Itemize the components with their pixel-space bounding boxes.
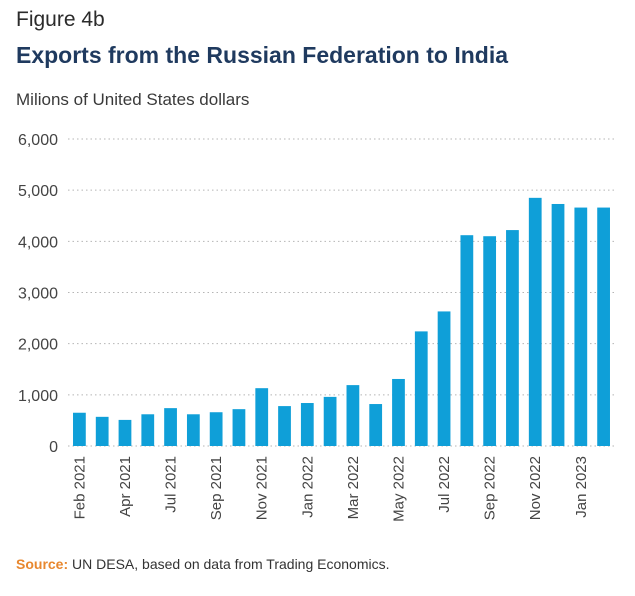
- bar: [460, 235, 474, 446]
- y-tick-label: 4,000: [18, 234, 58, 251]
- bar: [597, 207, 610, 446]
- bar: [141, 414, 155, 446]
- source-label: Source:: [16, 556, 69, 572]
- bar: [574, 207, 588, 446]
- x-tick-label: Jul 2022: [436, 456, 453, 513]
- bar: [209, 412, 223, 446]
- x-tick-label: Nov 2021: [254, 456, 271, 520]
- x-tick-label: Nov 2022: [527, 456, 544, 520]
- figure-label: Figure 4b: [16, 8, 105, 31]
- bar: [73, 412, 86, 446]
- bar: [369, 404, 383, 446]
- bar: [483, 236, 497, 446]
- x-tick-label: Sep 2021: [208, 456, 225, 520]
- source-text: UN DESA, based on data from Trading Econ…: [68, 556, 390, 572]
- x-axis-ticks: Feb 2021 Apr 2021 Jul 2021 Sep 2021 Nov 2021…: [71, 456, 589, 522]
- bar: [323, 396, 337, 446]
- bar: [232, 409, 246, 446]
- bar: [278, 406, 291, 446]
- bar: [118, 419, 132, 446]
- bars: [73, 197, 610, 446]
- y-tick-label: 0: [49, 439, 58, 456]
- x-tick-label: Feb 2021: [71, 456, 88, 519]
- y-tick-label: 1,000: [18, 388, 58, 405]
- y-axis-ticks: 0 1,000 2,000 3,000 4,000 5,000 6,000: [18, 132, 58, 456]
- y-tick-label: 5,000: [18, 183, 58, 200]
- bar: [300, 403, 314, 446]
- bar: [414, 331, 428, 446]
- bar-chart: 0 1,000 2,000 3,000 4,000 5,000 6,000 Feb 2021…: [18, 132, 615, 522]
- x-tick-label: Jul 2021: [163, 456, 180, 513]
- x-tick-label: Apr 2021: [117, 456, 134, 517]
- bar: [164, 408, 177, 446]
- x-tick-label: Jan 2023: [573, 456, 590, 518]
- bar: [95, 416, 109, 446]
- y-tick-label: 2,000: [18, 337, 58, 354]
- bar: [392, 378, 405, 446]
- bar: [346, 385, 360, 446]
- source-note: Source: UN DESA, based on data from Trad…: [16, 556, 390, 572]
- gridlines: [68, 138, 615, 447]
- bar: [255, 388, 269, 446]
- bar: [186, 414, 200, 446]
- x-tick-label: Mar 2022: [345, 456, 362, 519]
- unit-label: Milions of United States dollars: [16, 90, 250, 109]
- x-tick-label: May 2022: [390, 456, 407, 522]
- y-tick-label: 3,000: [18, 286, 58, 303]
- bar: [506, 230, 519, 446]
- bar: [437, 311, 451, 446]
- x-tick-label: Jan 2022: [299, 456, 316, 518]
- bar: [528, 197, 542, 446]
- bar: [551, 203, 565, 446]
- chart-title: Exports from the Russian Federation to I…: [16, 42, 509, 68]
- x-tick-label: Sep 2022: [482, 456, 499, 520]
- y-tick-label: 6,000: [18, 132, 58, 149]
